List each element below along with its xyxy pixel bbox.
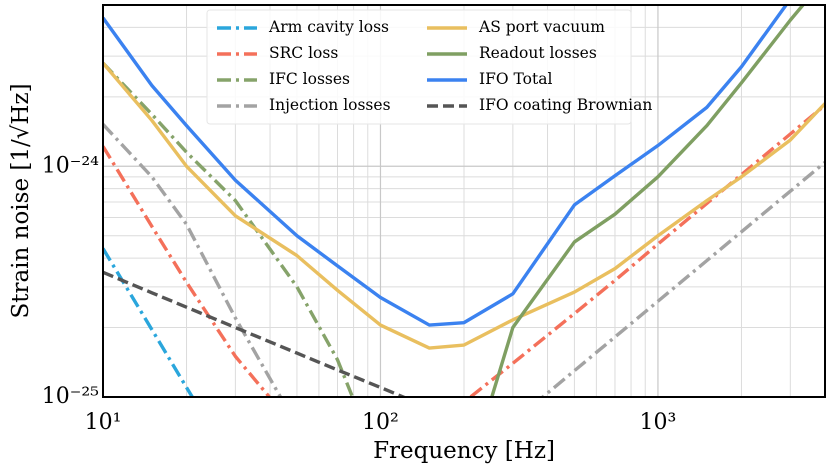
series-line <box>103 61 825 350</box>
series-line <box>103 247 195 397</box>
legend-label: IFO coating Brownian <box>479 96 652 114</box>
series-line <box>103 270 408 397</box>
legend-label: AS port vacuum <box>478 18 605 36</box>
y-tick-label: 10⁻²⁴ <box>42 153 99 178</box>
series-line <box>103 5 789 327</box>
legend-label: IFC losses <box>269 70 350 88</box>
series-line <box>103 123 825 397</box>
legend-label: Readout losses <box>479 44 597 62</box>
plot-frame <box>102 4 826 398</box>
legend-label: IFO Total <box>479 70 552 88</box>
legend-label: Injection losses <box>269 96 391 114</box>
series-line <box>103 103 825 397</box>
x-tick-label: 10³ <box>640 410 677 435</box>
x-axis-label: Frequency [Hz] <box>373 438 555 464</box>
legend-label: Arm cavity loss <box>268 18 389 36</box>
plot-lines <box>103 5 825 397</box>
series-line <box>103 61 355 397</box>
y-tick-label: 10⁻²⁵ <box>42 384 99 409</box>
x-tick-label: 10² <box>362 410 399 435</box>
y-axis-label: Strain noise [1/√Hz] <box>8 83 34 318</box>
legend: Arm cavity loss SRC loss IFC losses Injecti… <box>206 9 652 125</box>
tick-labels: 10¹ 10² 10³ 10⁻²⁵ 10⁻²⁴ <box>42 153 677 435</box>
legend-label: SRC loss <box>269 44 338 62</box>
x-tick-label: 10¹ <box>85 410 122 435</box>
series-line <box>490 5 806 397</box>
legend-box <box>206 9 632 125</box>
